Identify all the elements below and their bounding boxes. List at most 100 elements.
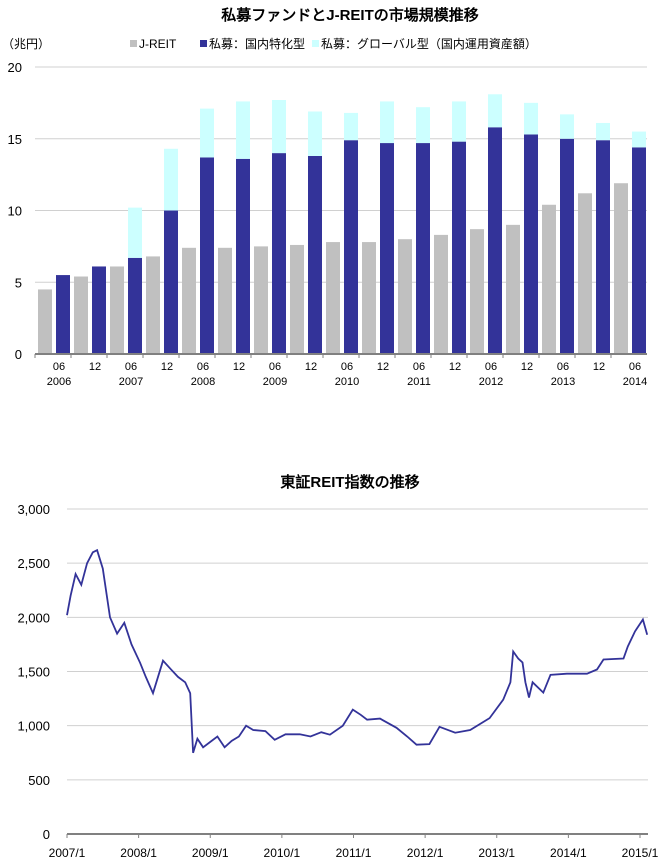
x-tick-month: 12 [593,361,605,373]
y-tick-label: 0 [43,827,50,842]
bar-private-global [524,102,538,135]
legend: J-REIT 私募：国内特化型 私募：グローバル型（国内運用資産額） [130,36,537,51]
bar-jreit [254,246,268,354]
bar-private-global [164,148,178,211]
x-tick-label: 2009/1 [192,846,229,860]
bar-jreit [470,229,484,354]
bar-jreit [542,204,556,354]
bar-jreit [110,266,124,354]
bar-private-domestic [200,157,214,354]
bar-private-domestic [344,140,358,354]
x-tick-year: 2006 [47,376,71,388]
x-tick-month: 06 [629,361,641,373]
x-tick-label: 2011/1 [336,846,372,860]
bar-jreit [506,224,520,354]
x-tick-label: 2007/1 [49,846,86,860]
bar-jreit [74,276,88,354]
x-tick-label: 2010/1 [264,846,301,860]
bar-private-global [128,207,142,258]
bar-private-domestic [128,257,142,354]
bar-private-global [560,114,574,139]
bar-private-domestic [452,141,466,354]
y-tick-label: 10 [8,204,22,219]
bar-private-global [272,100,286,154]
bar-jreit [326,242,340,354]
x-tick-month: 12 [449,361,461,373]
x-tick-year: 2010 [335,376,359,388]
x-tick-month: 06 [413,361,425,373]
x-tick-label: 2013/1 [478,846,515,860]
y-tick-label: 3,000 [17,502,50,517]
bar-private-global [236,101,250,159]
x-tick-label: 2008/1 [120,846,157,860]
bar-private-global [308,111,322,156]
x-tick-month: 06 [485,361,497,373]
legend-swatch [130,40,137,47]
bar-jreit [146,256,160,354]
legend-label: 私募：国内特化型 [209,36,305,51]
bar-private-domestic [416,143,430,354]
y-tick-label: 20 [8,60,22,75]
bar-private-global [452,101,466,142]
x-tick-month: 12 [233,361,245,373]
bar-jreit [38,289,52,354]
bar-jreit [578,193,592,354]
bar-private-domestic [272,153,286,354]
legend-swatch [312,40,319,47]
bar-jreit [182,247,196,354]
y-tick-label: 500 [28,773,50,788]
reit-index-line [66,548,649,754]
x-tick-month: 12 [377,361,389,373]
y-tick-label: 15 [8,132,22,147]
x-tick-year: 2007 [119,376,143,388]
x-tick-month: 06 [269,361,281,373]
y-tick-label: 1,500 [17,665,50,680]
bar-private-global [596,122,610,141]
bar-private-domestic [560,138,574,354]
bar-jreit [614,183,628,354]
x-tick-month: 06 [125,361,137,373]
y-tick-label: 5 [15,275,22,290]
y-tick-label: 2,000 [17,610,50,625]
legend-swatch [200,40,207,47]
market-size-bar-chart: 私募ファンドとJ-REITの市場規模推移 （兆円） J-REIT 私募：国内特化型… [2,6,647,388]
legend-label: 私募：グローバル型（国内運用資産額） [321,36,537,51]
x-tick-year: 2009 [263,376,287,388]
x-tick-label: 2015/1 [622,846,659,860]
x-tick-year: 2012 [479,376,503,388]
x-tick-month: 06 [197,361,209,373]
chart-title: 東証REIT指数の推移 [280,473,419,491]
bar-private-global [632,131,646,148]
x-tick-month: 06 [341,361,353,373]
y-tick-label: 1,000 [17,719,50,734]
bar-private-domestic [236,158,250,354]
bar-private-domestic [488,127,502,355]
x-tick-month: 12 [89,361,101,373]
x-tick-month: 12 [305,361,317,373]
x-tick-year: 2014 [623,376,647,388]
bar-private-domestic [596,140,610,354]
bar-private-domestic [308,155,322,354]
y-tick-label: 2,500 [17,556,50,571]
x-tick-month: 12 [521,361,533,373]
bar-jreit [218,247,232,354]
x-tick-year: 2011 [407,376,431,388]
bar-private-domestic [380,143,394,354]
bar-jreit [434,234,448,354]
bar-jreit [290,244,304,354]
chart-title: 私募ファンドとJ-REITの市場規模推移 [220,6,479,24]
y-tick-label: 0 [15,347,22,362]
bar-private-global [380,101,394,144]
bar-private-global [200,108,214,158]
x-tick-year: 2008 [191,376,215,388]
x-tick-month: 06 [53,361,65,373]
bar-private-domestic [524,134,538,354]
bar-jreit [362,242,376,354]
legend-label: J-REIT [139,37,177,51]
bar-private-domestic [56,275,70,354]
bar-private-global [344,112,358,141]
x-tick-label: 2012/1 [407,846,444,860]
bar-private-global [488,94,502,128]
